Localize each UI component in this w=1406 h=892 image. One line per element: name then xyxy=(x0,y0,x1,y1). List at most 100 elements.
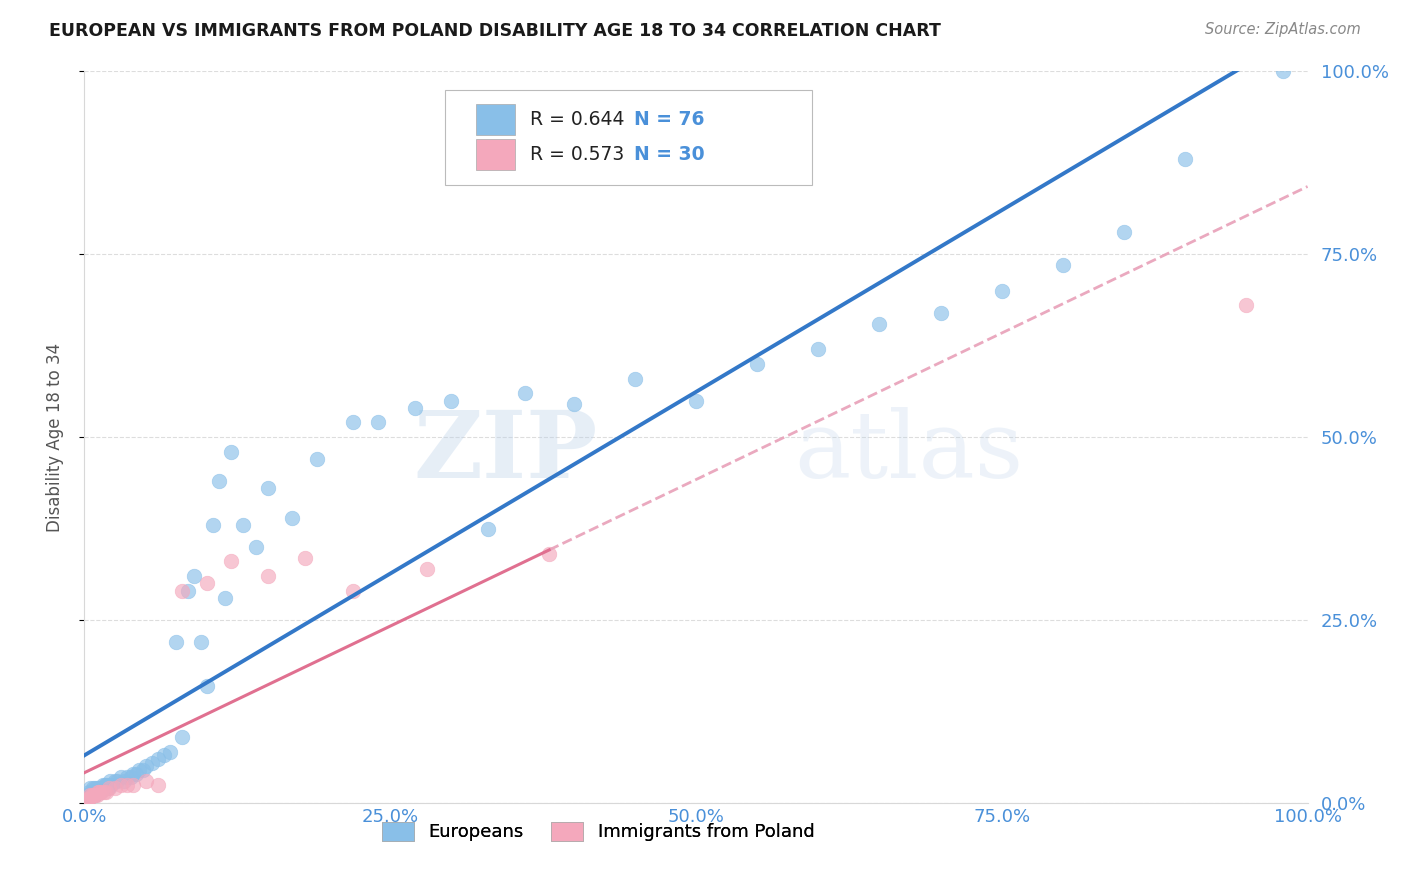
Point xyxy=(84,789,107,803)
Point xyxy=(100,778,122,792)
Point xyxy=(97,781,120,796)
Point xyxy=(76,789,98,803)
Point xyxy=(83,789,105,803)
Point xyxy=(404,401,426,415)
Point xyxy=(538,547,561,561)
Point xyxy=(93,785,115,799)
Point xyxy=(141,756,163,770)
Point xyxy=(96,778,118,792)
Point xyxy=(991,284,1014,298)
Point xyxy=(208,474,231,488)
Legend: Europeans, Immigrants from Poland: Europeans, Immigrants from Poland xyxy=(374,814,823,848)
Point xyxy=(86,789,108,803)
Point xyxy=(807,343,830,357)
Point xyxy=(1114,225,1136,239)
FancyBboxPatch shape xyxy=(475,104,515,135)
Point xyxy=(84,781,107,796)
Point xyxy=(110,778,132,792)
Point xyxy=(219,444,242,458)
Point xyxy=(183,569,205,583)
Point xyxy=(87,781,110,796)
Point xyxy=(97,778,120,792)
Point xyxy=(146,778,169,792)
Point xyxy=(165,635,187,649)
Point xyxy=(77,789,100,803)
Point xyxy=(132,763,155,777)
Point xyxy=(79,789,101,803)
Point xyxy=(82,789,104,803)
Point xyxy=(416,562,439,576)
Point xyxy=(115,770,138,784)
Point xyxy=(122,766,145,780)
Point xyxy=(90,781,112,796)
Point xyxy=(281,510,304,524)
Point xyxy=(342,583,364,598)
Point xyxy=(110,770,132,784)
Point xyxy=(91,778,114,792)
Point xyxy=(104,781,127,796)
Text: atlas: atlas xyxy=(794,407,1024,497)
Point xyxy=(195,576,218,591)
Text: R = 0.644: R = 0.644 xyxy=(530,110,624,129)
Point xyxy=(115,778,138,792)
Point xyxy=(77,789,100,803)
Point xyxy=(294,550,316,565)
Point xyxy=(82,781,104,796)
Text: EUROPEAN VS IMMIGRANTS FROM POLAND DISABILITY AGE 18 TO 34 CORRELATION CHART: EUROPEAN VS IMMIGRANTS FROM POLAND DISAB… xyxy=(49,22,941,40)
Point xyxy=(1236,298,1258,312)
Point xyxy=(79,789,101,803)
Point xyxy=(125,766,148,780)
Point xyxy=(77,792,100,806)
Point xyxy=(84,789,107,803)
Point xyxy=(79,781,101,796)
Point xyxy=(214,591,236,605)
Point xyxy=(76,792,98,806)
Text: R = 0.573: R = 0.573 xyxy=(530,145,624,164)
Point xyxy=(82,785,104,799)
Point xyxy=(153,748,176,763)
Point xyxy=(1174,152,1197,166)
Point xyxy=(1052,258,1074,272)
Point xyxy=(195,679,218,693)
Point xyxy=(172,730,194,744)
Point xyxy=(257,569,280,583)
Point xyxy=(93,781,115,796)
Text: Source: ZipAtlas.com: Source: ZipAtlas.com xyxy=(1205,22,1361,37)
Point xyxy=(87,785,110,799)
Point xyxy=(562,397,585,411)
Point xyxy=(685,393,707,408)
Point xyxy=(94,778,117,792)
Point xyxy=(440,393,463,408)
FancyBboxPatch shape xyxy=(475,139,515,170)
Point xyxy=(305,452,328,467)
Point xyxy=(87,785,110,799)
Point xyxy=(89,785,111,799)
Point xyxy=(929,306,952,320)
Point xyxy=(90,785,112,799)
Point xyxy=(120,770,142,784)
Point xyxy=(98,773,121,788)
Point xyxy=(245,540,267,554)
Point xyxy=(91,781,114,796)
Y-axis label: Disability Age 18 to 34: Disability Age 18 to 34 xyxy=(45,343,63,532)
Point xyxy=(105,773,128,788)
Text: ZIP: ZIP xyxy=(413,407,598,497)
Point xyxy=(172,583,194,598)
Point xyxy=(112,773,135,788)
Point xyxy=(83,785,105,799)
Point xyxy=(367,416,389,430)
Point xyxy=(201,517,224,532)
Point xyxy=(477,521,499,535)
Point xyxy=(135,759,157,773)
Point xyxy=(86,781,108,796)
Point xyxy=(96,785,118,799)
Point xyxy=(1272,64,1295,78)
Point xyxy=(747,357,769,371)
Point xyxy=(80,789,103,803)
Point xyxy=(869,317,891,331)
Text: N = 30: N = 30 xyxy=(634,145,704,164)
Point xyxy=(97,781,120,796)
Point xyxy=(513,386,536,401)
Point xyxy=(219,554,242,568)
Text: N = 76: N = 76 xyxy=(634,110,704,129)
